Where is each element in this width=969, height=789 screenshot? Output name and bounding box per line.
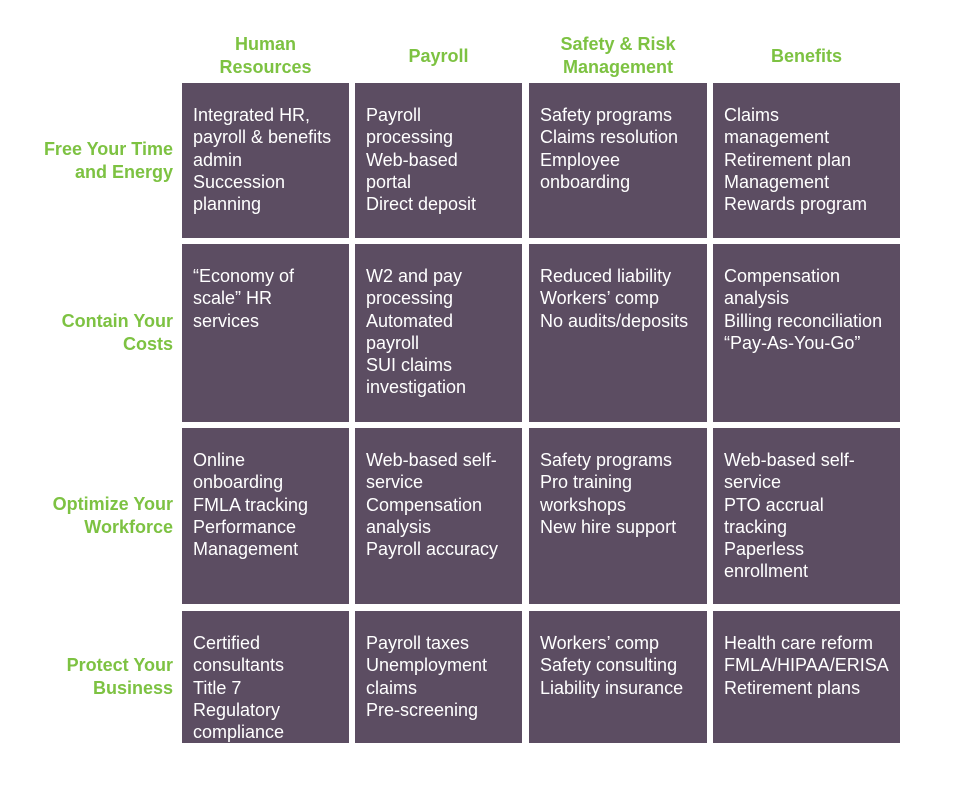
cell-item: Web-based self- <box>724 450 855 470</box>
cell-item: Compensation <box>724 266 841 286</box>
cell-item: planning <box>193 194 262 215</box>
cell-item: Retirement plan <box>724 149 852 170</box>
cell-item: Safety programs <box>540 105 673 125</box>
cell-item: scale” HR <box>193 288 273 309</box>
cell-item: Regulatory <box>193 699 281 720</box>
cell-item: Online <box>193 450 246 470</box>
cell-item: Direct deposit <box>366 194 477 215</box>
cell-item: payroll <box>366 332 420 353</box>
cell-item: Management <box>724 171 830 192</box>
cell-item: consultants <box>193 655 285 676</box>
cell-item: Payroll accuracy <box>366 539 499 560</box>
cell-item: enrollment <box>724 561 809 582</box>
cell-item: Claims <box>724 105 780 125</box>
cell-item: portal <box>366 171 412 192</box>
cell-item: services <box>193 310 260 331</box>
cell-item: Succession <box>193 171 286 192</box>
row-header-optimize-your-workforce: Optimize Your Workforce <box>52 494 173 537</box>
cell-item: tracking <box>724 516 788 537</box>
matrix-cell: Web-based self-service Compensation analys… <box>355 428 522 604</box>
cell-item: processing <box>366 127 454 148</box>
matrix-cell: Online onboarding FMLA tracking Performance… <box>182 428 349 604</box>
cell-item: Claims resolution <box>540 127 679 148</box>
cell-item: Workers’ comp <box>540 288 660 309</box>
cell-item: Pro training <box>540 472 633 493</box>
matrix-cell: Web-based self-service PTO accrual trackin… <box>713 428 900 604</box>
cell-item: Integrated HR, <box>193 105 311 125</box>
cell-item: service <box>366 472 424 493</box>
cell-item: Automated <box>366 310 454 331</box>
cell-item: Payroll <box>366 105 422 125</box>
cell-item: Title 7 <box>193 677 242 698</box>
cell-item: service <box>724 472 782 493</box>
matrix-cell: Certified consultants Title 7 Regulatory com… <box>182 611 349 743</box>
matrix-cell: “Economy of scale” HR services <box>182 244 349 422</box>
cell-item: FMLA tracking <box>193 494 309 515</box>
cell-item: onboarding <box>193 472 284 493</box>
cell-item: management <box>724 127 830 148</box>
cell-item: analysis <box>366 516 432 537</box>
cell-item: Unemployment <box>366 655 488 676</box>
matrix-cell: Payroll taxes Unemployment claims Pre-scree… <box>355 611 522 743</box>
cell-item: Liability insurance <box>540 677 684 698</box>
row-header-protect-your-business: Protect Your Business <box>66 655 173 698</box>
column-header-payroll: Payroll <box>408 45 469 66</box>
cell-item: Safety programs <box>540 450 673 470</box>
cell-item: “Pay-As-You-Go” <box>724 332 861 353</box>
cell-item: Paperless <box>724 539 805 560</box>
matrix-cell: Claims management Retirement plan Managemen… <box>713 83 900 238</box>
row-header-contain-your-costs: Contain Your Costs <box>61 311 173 354</box>
cell-item: SUI claims <box>366 355 453 376</box>
matrix-cell: Payroll processing Web-based portal Direct d… <box>355 83 522 238</box>
cell-item: Billing reconciliation <box>724 310 883 331</box>
cell-item: payroll & benefits <box>193 127 332 148</box>
matrix-cell: Safety programs Claims resolution Employee… <box>529 83 707 238</box>
cell-item: admin <box>193 149 243 170</box>
cell-item: Safety consulting <box>540 655 678 676</box>
cell-item: PTO accrual <box>724 494 824 515</box>
matrix-cell: Compensation analysis Billing reconciliati… <box>713 244 900 422</box>
cell-item: No audits/deposits <box>540 310 689 331</box>
cell-item: analysis <box>724 288 790 309</box>
cell-item: Web-based <box>366 149 458 170</box>
matrix-cell: Reduced liability Workers’ comp No audits/… <box>529 244 707 422</box>
matrix-cell: Integrated HR, payroll & benefits admin Suc… <box>182 83 349 238</box>
cell-item: claims <box>366 677 418 698</box>
row-header-free-your-time-and-energy: Free Your Time and Energy <box>43 138 173 182</box>
matrix-cell: W2 and pay processing Automated payroll SUI … <box>355 244 522 422</box>
cell-item: Payroll taxes <box>366 633 470 653</box>
column-header-benefits: Benefits <box>770 45 842 66</box>
matrix-cell: Health care reform FMLA/HIPAA/ERISA Retire… <box>713 611 900 743</box>
cell-item: Health care reform <box>724 633 874 653</box>
cell-item: processing <box>366 288 454 309</box>
cell-item: “Economy of <box>193 266 295 286</box>
cell-item: FMLA/HIPAA/ERISA <box>724 655 889 676</box>
cell-item: onboarding <box>540 171 631 192</box>
cell-item: Management <box>193 539 299 560</box>
cell-item: Retirement plans <box>724 677 861 698</box>
column-header-safety-risk-management: Safety & Risk Management <box>560 34 676 77</box>
cell-item: workshops <box>540 494 627 515</box>
column-header-human-resources: Human Resources <box>219 34 312 77</box>
cell-item: Compensation <box>366 494 483 515</box>
cell-item: Performance <box>193 516 297 537</box>
matrix-cell: Workers’ comp Safety consulting Liability … <box>529 611 707 743</box>
cell-item: New hire support <box>540 516 677 537</box>
cell-item: Certified <box>193 633 261 653</box>
cell-item: Web-based self- <box>366 450 497 470</box>
matrix-cell: Safety programs Pro training workshops New … <box>529 428 707 604</box>
cell-item: Workers’ comp <box>540 633 660 653</box>
cell-item: Rewards program <box>724 194 868 215</box>
cell-item: investigation <box>366 377 467 398</box>
cell-item: Pre-screening <box>366 699 479 720</box>
cell-item: Reduced liability <box>540 266 672 286</box>
cell-item: compliance <box>193 722 285 743</box>
cell-item: W2 and pay <box>366 266 463 286</box>
cell-item: Employee <box>540 149 621 170</box>
